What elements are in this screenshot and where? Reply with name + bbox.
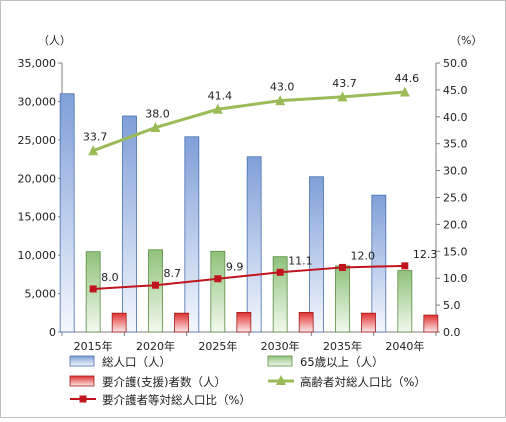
care-ratio-point [214, 275, 222, 283]
left-tick-label: 15,000 [18, 211, 57, 224]
care-ratio-data-label: 11.1 [288, 254, 313, 267]
care-ratio-point [401, 262, 409, 270]
bar-care-needs [361, 312, 376, 333]
x-tick-label: 2020年 [136, 339, 175, 353]
elderly-ratio-point [212, 103, 223, 114]
right-tick-label: 50.0 [443, 57, 468, 70]
bar-age65-plus [210, 250, 226, 333]
legend-label: 要介護者等対総人口比（%） [102, 393, 251, 407]
right-tick-label: 15.0 [443, 245, 468, 258]
bar-care-needs [423, 314, 439, 333]
left-tick-label: 35,000 [18, 57, 57, 70]
bar-total-population [184, 136, 200, 333]
care-ratio-line [93, 264, 405, 290]
x-tick-label: 2025年 [198, 339, 237, 353]
right-tick-label: 20.0 [443, 218, 468, 231]
bar-total-population [122, 115, 137, 333]
left-tick-label: 25,000 [18, 134, 57, 147]
elderly-ratio-data-label: 43.0 [270, 81, 295, 94]
bar-age65-plus [397, 270, 413, 333]
elderly-ratio-point [337, 91, 348, 102]
x-tick-label: 2030年 [261, 339, 300, 353]
right-tick-label: 5.0 [443, 299, 461, 312]
care-ratio-point [89, 285, 97, 293]
legend-label: 総人口（人） [102, 355, 171, 369]
legend-marker [276, 375, 286, 385]
bar-age65-plus [148, 249, 163, 333]
left-axis-unit: （人） [38, 34, 71, 47]
x-tick-label: 2015年 [74, 339, 113, 353]
legend-swatch [69, 375, 95, 387]
care-ratio-data-label: 8.7 [164, 267, 182, 280]
left-tick-label: 10,000 [18, 249, 57, 262]
care-ratio-point [339, 263, 346, 271]
bar-total-population [59, 93, 75, 333]
elderly-ratio-point [399, 86, 410, 97]
legend-label: 高齢者対総人口比（%） [300, 375, 426, 389]
elderly-ratio-line [92, 90, 405, 153]
legend-label: 65歳以上（人） [300, 355, 384, 369]
bar-total-population [246, 156, 262, 333]
right-tick-label: 35.0 [443, 138, 468, 151]
care-ratio-data-label: 9.9 [226, 261, 244, 274]
bar-age65-plus [272, 256, 288, 333]
bar-care-needs [236, 312, 252, 333]
right-tick-label: 30.0 [443, 165, 468, 178]
bar-care-needs [111, 312, 127, 333]
right-tick-label: 0.0 [443, 326, 461, 339]
care-ratio-point [276, 268, 284, 276]
right-tick-label: 25.0 [443, 192, 468, 205]
x-tick-label: 2040年 [385, 339, 424, 353]
elderly-ratio-data-label: 33.7 [83, 131, 108, 144]
bar-total-population [309, 176, 324, 333]
x-tick-label: 2035年 [323, 339, 362, 353]
care-ratio-data-label: 12.0 [351, 249, 376, 262]
elderly-ratio-point [150, 122, 161, 133]
legend-marker [79, 395, 87, 403]
left-tick-label: 0 [49, 326, 56, 339]
legend-label: 要介護(支援)者数（人） [102, 375, 226, 389]
right-tick-label: 40.0 [443, 111, 468, 124]
legend-swatch [69, 355, 95, 367]
elderly-ratio-point [275, 95, 286, 106]
bar-total-population [371, 194, 387, 333]
right-tick-label: 45.0 [443, 84, 468, 97]
right-axis-unit: （%） [450, 34, 482, 47]
bar-age65-plus [335, 265, 350, 333]
care-ratio-data-label: 8.0 [101, 271, 119, 284]
care-ratio-data-label: 12.3 [413, 248, 438, 261]
elderly-ratio-point [88, 145, 99, 156]
elderly-ratio-data-label: 43.7 [332, 77, 357, 90]
bar-care-needs [174, 312, 189, 333]
left-tick-label: 30,000 [18, 95, 57, 108]
care-ratio-point [152, 281, 159, 289]
elderly-ratio-data-label: 44.6 [395, 72, 420, 85]
left-tick-label: 5,000 [25, 288, 57, 301]
elderly-ratio-data-label: 38.0 [145, 108, 170, 121]
bar-care-needs [298, 312, 314, 333]
right-tick-label: 10.0 [443, 272, 468, 285]
left-tick-label: 20,000 [18, 172, 57, 185]
elderly-ratio-data-label: 41.4 [208, 89, 233, 102]
legend-swatch [267, 355, 293, 367]
